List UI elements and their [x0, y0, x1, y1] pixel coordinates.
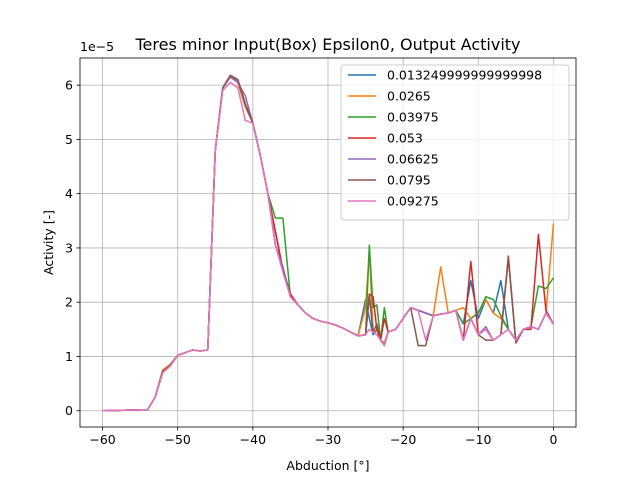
legend-label: 0.053 — [387, 131, 423, 146]
y-offset-label: 1e−5 — [80, 39, 114, 54]
grid — [80, 58, 576, 427]
series-lines — [102, 74, 555, 412]
y-tick-label: 3 — [65, 240, 73, 255]
y-tick-label: 1 — [65, 349, 73, 364]
y-tick-label: 5 — [65, 132, 73, 147]
chart-title: Teres minor Input(Box) Epsilon0, Output … — [134, 35, 520, 54]
y-tick-label: 6 — [65, 78, 73, 93]
series-line-6 — [102, 81, 555, 412]
x-axis-label: Abduction [°] — [286, 458, 369, 473]
legend-label: 0.0795 — [387, 173, 431, 188]
legend-label: 0.013249999999999998 — [387, 68, 542, 83]
x-tick-label: −50 — [165, 432, 191, 447]
y-axis-label: Activity [-] — [41, 210, 56, 275]
legend: 0.013249999999999998 0.0265 0.03975 0.053 0.… — [340, 64, 570, 221]
x-tick-label: −30 — [315, 432, 341, 447]
x-tick-label: −20 — [390, 432, 416, 447]
legend-label: 0.0265 — [387, 89, 431, 104]
x-tick-label: −40 — [240, 432, 266, 447]
axis-ticks: −60 −50 −40 −30 −20 −10 0 0 1 2 3 4 5 6 — [65, 78, 557, 447]
legend-box — [340, 64, 570, 221]
x-tick-label: −60 — [89, 432, 115, 447]
y-tick-label: 0 — [65, 403, 73, 418]
legend-label: 0.09275 — [387, 194, 439, 209]
legend-label: 0.06625 — [387, 152, 439, 167]
legend-label: 0.03975 — [387, 110, 439, 125]
x-tick-label: −10 — [465, 432, 491, 447]
y-tick-label: 2 — [65, 295, 73, 310]
x-tick-label: 0 — [549, 432, 557, 447]
y-tick-label: 4 — [65, 186, 73, 201]
